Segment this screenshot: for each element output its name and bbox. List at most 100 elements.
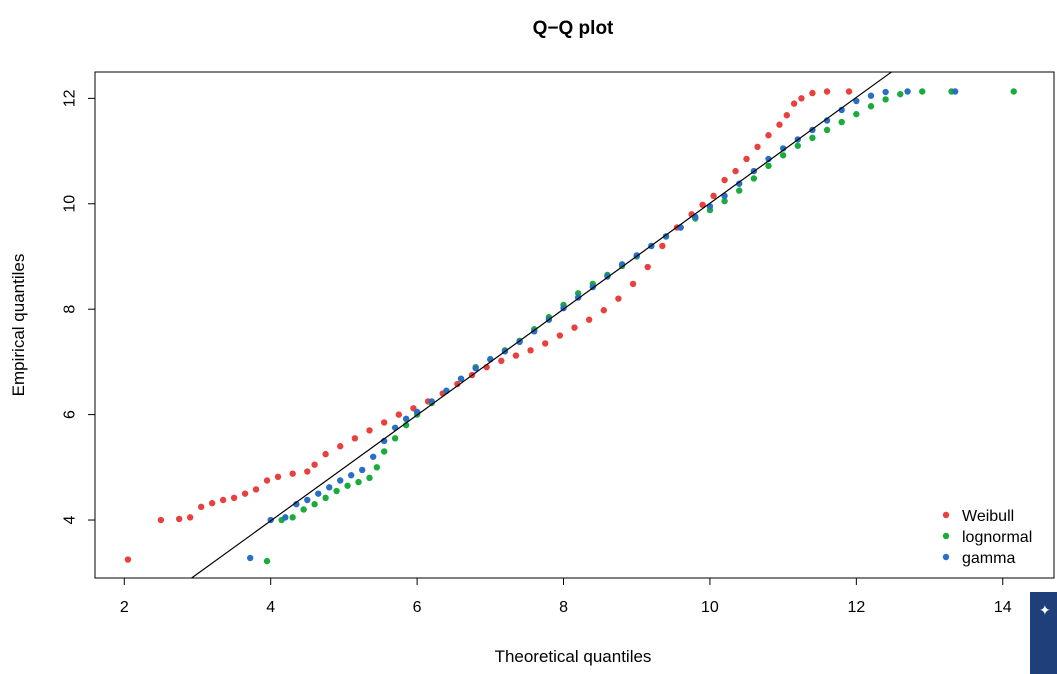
point-weibull xyxy=(380,419,388,426)
point-weibull xyxy=(823,88,831,95)
x-tick-label: 8 xyxy=(559,599,568,616)
point-weibull xyxy=(809,89,816,97)
point-weibull xyxy=(845,88,853,95)
x-axis-label: Theoretical quantiles xyxy=(495,647,652,666)
x-tick-label: 6 xyxy=(413,599,422,616)
legend-marker-weibull xyxy=(942,511,950,519)
x-tick-label: 10 xyxy=(701,599,719,616)
point-weibull xyxy=(366,427,373,434)
point-weibull xyxy=(395,411,403,418)
point-weibull xyxy=(600,307,607,314)
points-group xyxy=(124,88,1017,565)
y-tick-label: 6 xyxy=(62,410,79,419)
point-lognormal xyxy=(300,506,307,513)
point-gamma xyxy=(951,88,959,95)
point-gamma xyxy=(823,117,831,124)
point-gamma xyxy=(472,365,479,372)
legend-label-gamma: gamma xyxy=(962,550,1015,567)
point-weibull xyxy=(175,515,183,523)
point-weibull xyxy=(512,352,520,359)
point-gamma xyxy=(457,375,465,382)
point-weibull xyxy=(263,477,271,484)
reference-line xyxy=(191,72,892,578)
point-gamma xyxy=(413,408,421,416)
point-gamma xyxy=(246,554,254,562)
point-lognormal xyxy=(867,103,875,110)
point-lognormal xyxy=(809,134,816,142)
point-lognormal xyxy=(736,187,743,194)
point-lognormal xyxy=(1010,88,1017,95)
point-gamma xyxy=(293,501,300,508)
plot-frame xyxy=(94,71,1055,579)
point-gamma xyxy=(315,490,322,497)
point-weibull xyxy=(659,242,666,250)
point-weibull xyxy=(743,155,750,163)
point-gamma xyxy=(779,145,787,152)
point-gamma xyxy=(662,233,670,240)
point-weibull xyxy=(644,263,651,271)
point-gamma xyxy=(765,155,772,163)
point-weibull xyxy=(542,340,549,347)
point-weibull xyxy=(783,112,790,119)
plot-area: 2 4 6 8 10 12 14 4 6 8 10 12 Weibull lognormal gamma xyxy=(62,71,1055,616)
point-weibull xyxy=(304,468,311,475)
point-weibull xyxy=(585,316,593,323)
point-gamma xyxy=(692,213,699,221)
point-lognormal xyxy=(263,557,271,565)
point-lognormal xyxy=(721,197,728,205)
x-tick-label: 2 xyxy=(120,599,129,616)
legend-label-weibull: Weibull xyxy=(962,508,1014,525)
point-weibull xyxy=(274,473,282,480)
chart-title: Q−Q plot xyxy=(533,18,614,39)
y-tick-label: 12 xyxy=(62,89,79,107)
logo-emblem-icon: ✦ xyxy=(1039,603,1051,619)
point-gamma xyxy=(337,477,344,484)
y-axis-label: Empirical quantiles xyxy=(9,254,28,397)
point-gamma xyxy=(838,106,845,114)
point-weibull xyxy=(252,486,260,493)
x-tick-label: 12 xyxy=(847,599,865,616)
point-gamma xyxy=(304,496,311,504)
point-weibull xyxy=(337,443,344,450)
point-weibull xyxy=(699,201,706,209)
point-weibull xyxy=(230,494,238,502)
point-weibull xyxy=(556,332,564,339)
y-tick-label: 4 xyxy=(62,515,79,524)
point-weibull xyxy=(571,324,578,331)
point-gamma xyxy=(402,415,410,423)
point-lognormal xyxy=(344,482,351,489)
point-weibull xyxy=(754,143,761,151)
point-weibull xyxy=(765,132,772,139)
point-gamma xyxy=(853,97,860,105)
point-weibull xyxy=(454,380,461,388)
point-gamma xyxy=(369,453,377,460)
point-lognormal xyxy=(823,126,831,134)
point-lognormal xyxy=(380,448,388,455)
point-weibull xyxy=(186,514,194,521)
point-lognormal xyxy=(289,514,296,521)
point-weibull xyxy=(157,516,165,524)
point-weibull xyxy=(790,100,798,107)
point-weibull xyxy=(241,490,249,497)
legend-label-lognormal: lognormal xyxy=(962,529,1032,546)
point-gamma xyxy=(677,224,684,231)
point-lognormal xyxy=(322,494,329,502)
point-gamma xyxy=(736,180,743,187)
point-weibull xyxy=(615,295,622,302)
point-gamma xyxy=(348,472,355,479)
point-gamma xyxy=(867,92,875,99)
point-lognormal xyxy=(366,474,373,482)
point-lognormal xyxy=(333,487,340,495)
point-weibull xyxy=(219,496,227,504)
point-weibull xyxy=(710,192,717,200)
point-lognormal xyxy=(391,435,399,442)
point-weibull xyxy=(527,347,534,354)
x-tick-label: 4 xyxy=(266,599,275,616)
point-lognormal xyxy=(311,501,318,508)
point-weibull xyxy=(208,499,216,507)
y-tick-label: 8 xyxy=(62,305,79,314)
point-lognormal xyxy=(882,96,889,103)
point-lognormal xyxy=(897,90,904,98)
y-tick-label: 10 xyxy=(62,195,79,213)
